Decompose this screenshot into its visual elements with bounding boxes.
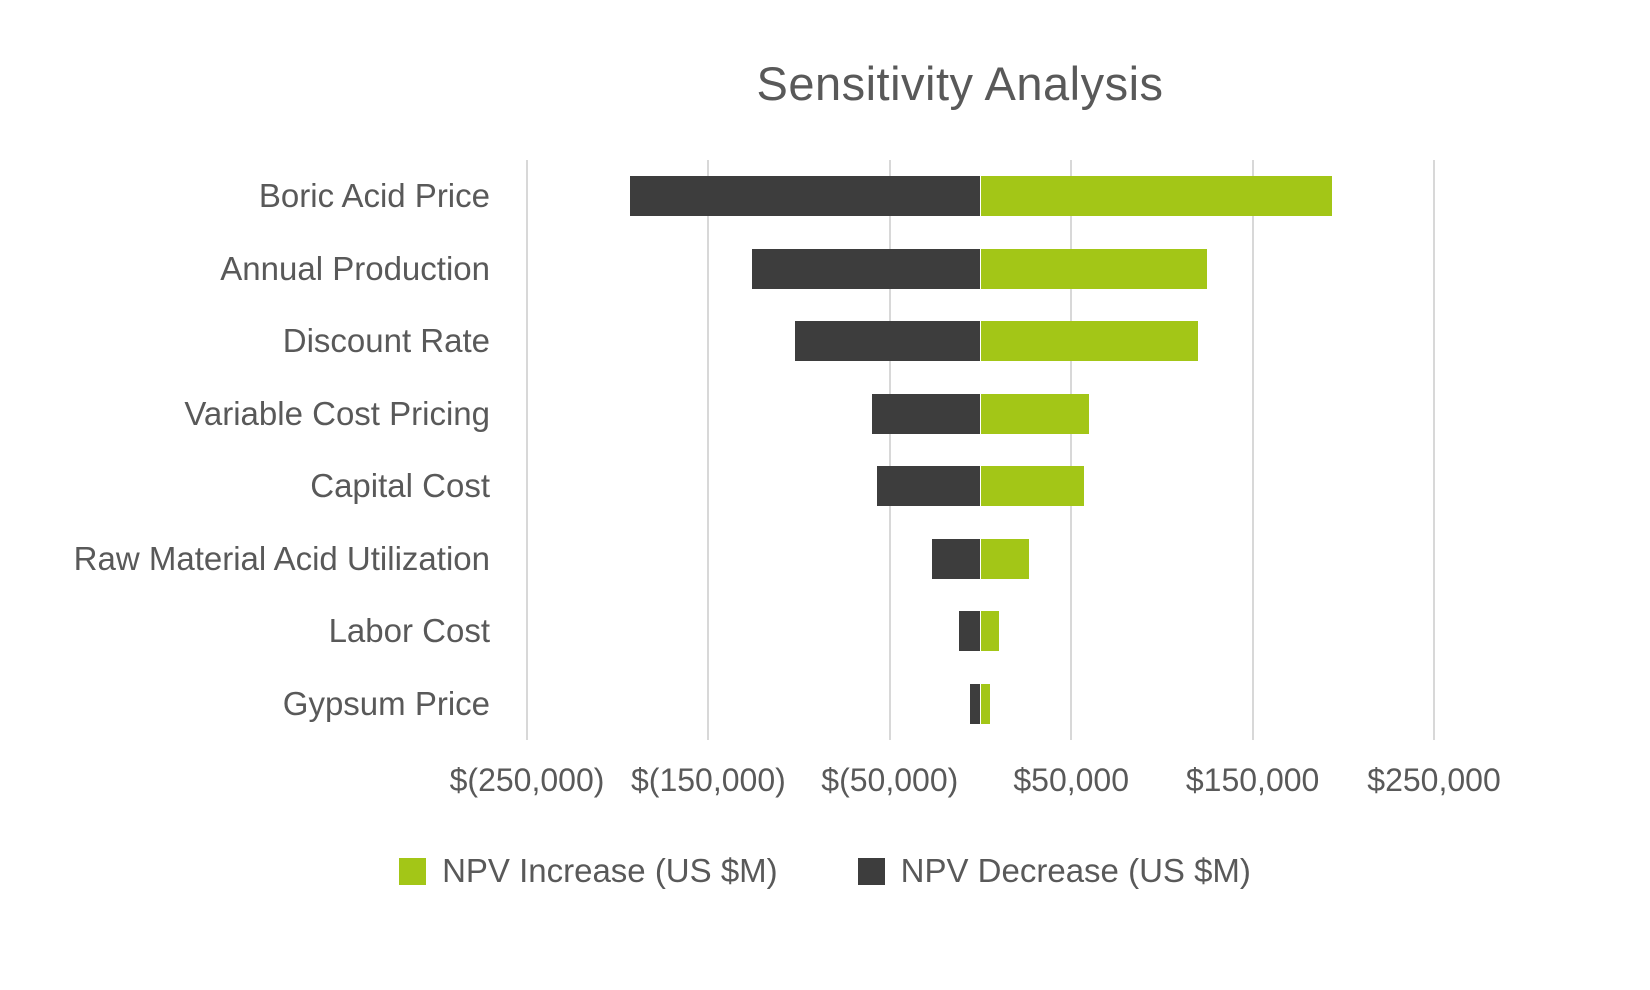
category-label: Variable Cost Pricing (184, 394, 490, 432)
category-label: Annual Production (220, 249, 490, 287)
legend-label-increase: NPV Increase (US $M) (442, 852, 778, 889)
category-label: Raw Material Acid Utilization (73, 539, 490, 577)
legend-swatch-increase-icon (399, 857, 427, 885)
gridline (707, 160, 710, 740)
bar-npv-increase (980, 538, 1030, 579)
x-axis: $(250,000) $(150,000) $(50,000) $50,000 $150… (450, 740, 1501, 800)
gridline (1070, 160, 1073, 740)
bar-npv-decrease (969, 683, 981, 724)
bar-npv-increase (980, 683, 990, 724)
bar-npv-increase (980, 393, 1090, 434)
category-label: Gypsum Price (282, 684, 490, 722)
bar-npv-decrease (871, 393, 981, 434)
gridline (1433, 160, 1435, 740)
category-labels: Boric Acid Price Annual Production Discoun… (0, 160, 490, 740)
legend-swatch-decrease-icon (857, 857, 885, 885)
bar-npv-decrease (958, 611, 981, 652)
bar-npv-increase (980, 176, 1333, 217)
category-label: Labor Cost (328, 612, 490, 649)
bar-npv-decrease (630, 176, 981, 217)
bar-npv-decrease (931, 538, 981, 579)
gridline (888, 160, 891, 740)
bar-npv-decrease (877, 466, 981, 507)
category-label: Capital Cost (310, 467, 490, 504)
bar-npv-increase (980, 611, 999, 652)
legend: NPV Increase (US $M) NPV Decrease (US $M… (0, 852, 1650, 890)
category-label: Discount Rate (282, 322, 490, 359)
legend-item-decrease: NPV Decrease (US $M) (857, 852, 1251, 890)
gridline (526, 160, 528, 740)
bar-npv-decrease (795, 321, 981, 362)
x-axis-label: $250,000 (1367, 762, 1501, 798)
x-axis-label: $(150,000) (631, 762, 786, 798)
x-axis-label: $(50,000) (821, 762, 959, 798)
bar-npv-decrease (751, 248, 981, 289)
x-axis-label: $50,000 (1013, 762, 1130, 798)
category-label: Boric Acid Price (258, 177, 490, 214)
legend-label-decrease: NPV Decrease (US $M) (900, 852, 1251, 889)
chart-title: Sensitivity Analysis (756, 57, 1164, 110)
bar-npv-increase (980, 321, 1199, 362)
legend-item-increase: NPV Increase (US $M) (399, 852, 778, 890)
x-axis-label: $(250,000) (449, 762, 605, 798)
bar-npv-increase (980, 248, 1208, 289)
bar-npv-increase (980, 466, 1084, 507)
gridline (1251, 160, 1254, 740)
x-axis-label: $150,000 (1185, 762, 1320, 798)
plot-area (526, 160, 1435, 740)
